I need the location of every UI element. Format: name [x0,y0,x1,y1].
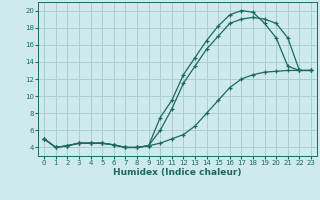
X-axis label: Humidex (Indice chaleur): Humidex (Indice chaleur) [113,168,242,177]
